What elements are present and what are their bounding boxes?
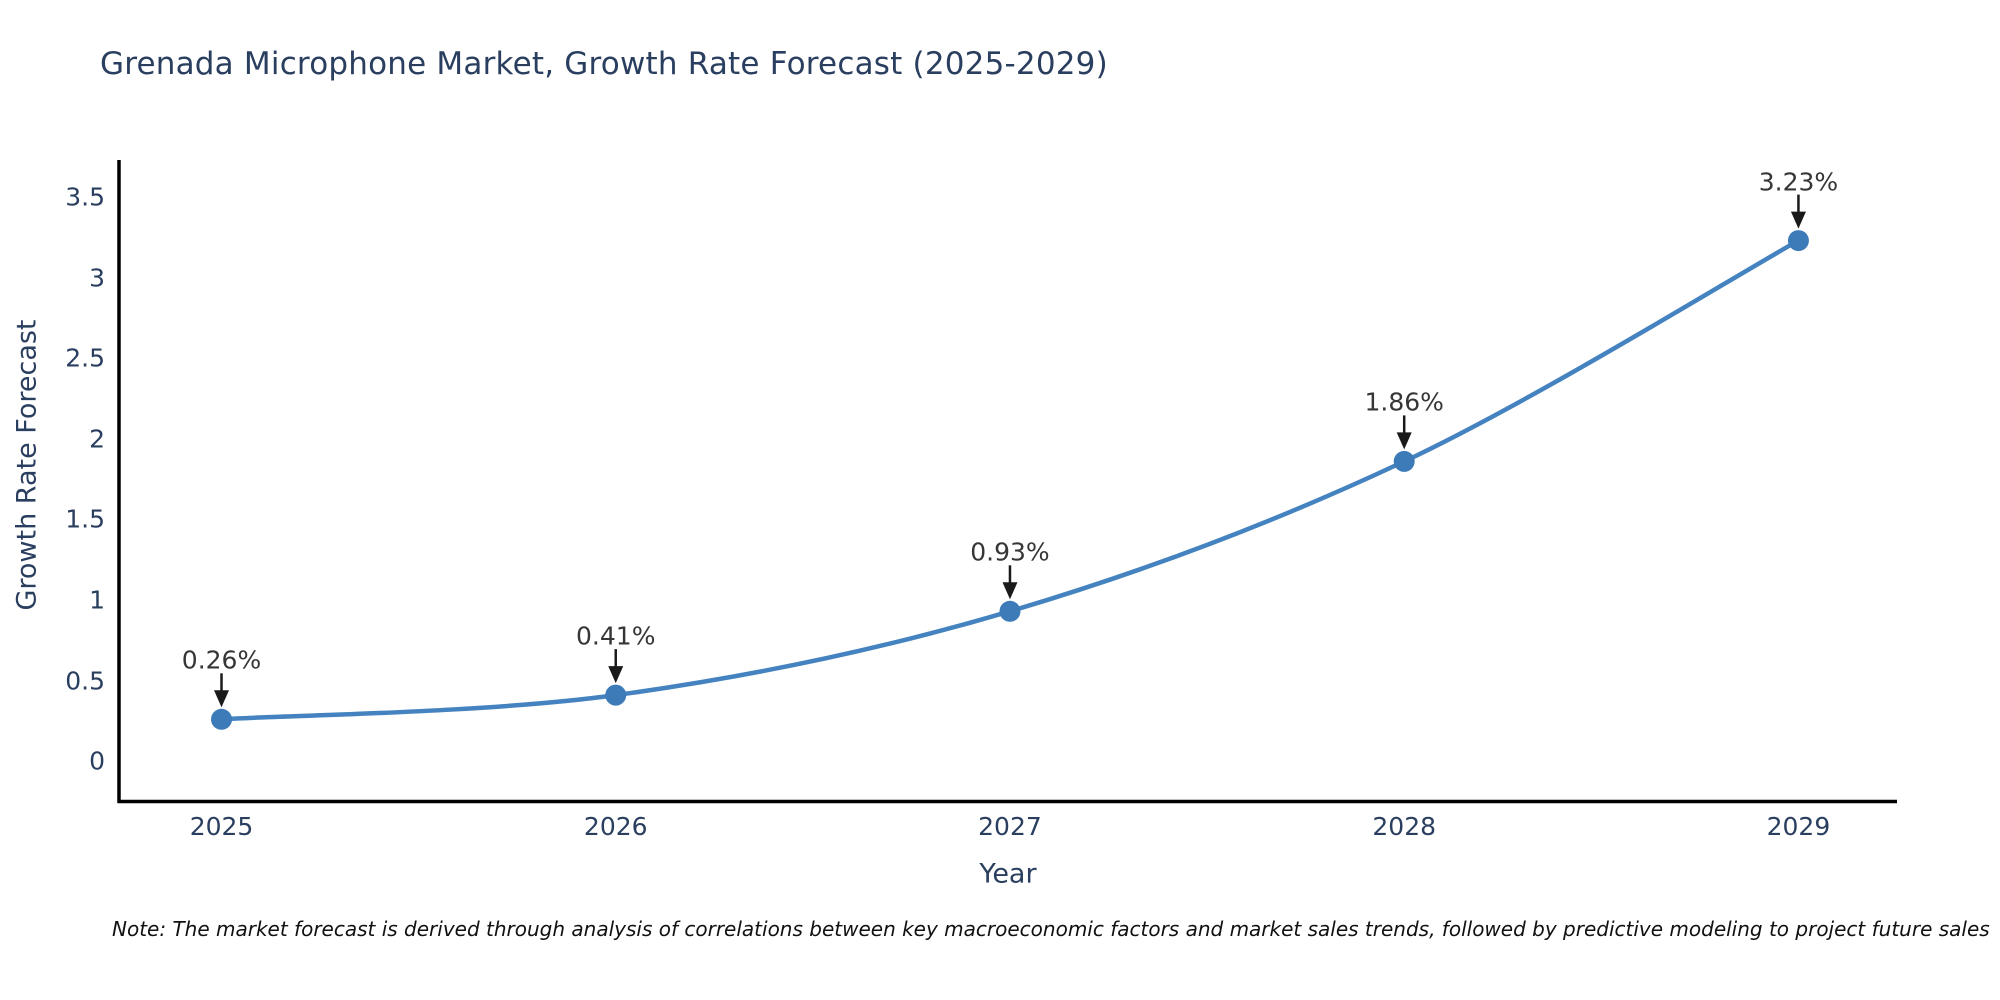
data-point-marker-2026[interactable]	[605, 684, 627, 706]
data-point-label: 1.86%	[1364, 387, 1444, 417]
y-tick-label: 1	[89, 585, 105, 615]
data-point-label: 3.23%	[1758, 167, 1839, 197]
y-tick-label: 3.5	[65, 182, 105, 212]
chart-title: Grenada Microphone Market, Growth Rate F…	[100, 46, 1108, 82]
data-point-marker-2028[interactable]	[1393, 450, 1415, 472]
y-tick-label: 2.5	[65, 343, 105, 373]
data-point-marker-2027[interactable]	[999, 600, 1021, 622]
y-tick-label: 2	[89, 424, 105, 454]
x-tick-label: 2025	[189, 812, 254, 841]
annotation-arrowhead-icon	[1396, 432, 1412, 450]
y-tick-label: 0	[89, 746, 105, 776]
data-point-label: 0.41%	[576, 621, 656, 651]
y-axis-title: Growth Rate Forecast	[11, 319, 43, 611]
forecast-line	[221, 238, 1800, 722]
data-point-marker-2025[interactable]	[211, 708, 233, 730]
x-tick-label: 2026	[583, 812, 648, 841]
x-tick-label: 2029	[1766, 812, 1831, 841]
y-tick-label: 3	[89, 263, 105, 293]
x-axis-title: Year	[979, 858, 1037, 890]
y-tick-label: 1.5	[65, 504, 105, 534]
y-tick-label: 0.5	[65, 666, 105, 696]
data-point-label: 0.93%	[970, 537, 1050, 567]
annotation-arrowhead-icon	[214, 690, 230, 708]
data-point-marker-2029[interactable]	[1787, 230, 1809, 252]
chart-footnote: Note: The market forecast is derived thr…	[112, 917, 1990, 941]
x-tick-label: 2027	[978, 812, 1042, 841]
x-tick-label: 2028	[1372, 812, 1437, 841]
annotation-arrowhead-icon	[608, 666, 624, 684]
annotation-arrowhead-icon	[1790, 211, 1806, 229]
annotation-arrowhead-icon	[1002, 582, 1018, 600]
data-point-label: 0.26%	[181, 645, 262, 675]
